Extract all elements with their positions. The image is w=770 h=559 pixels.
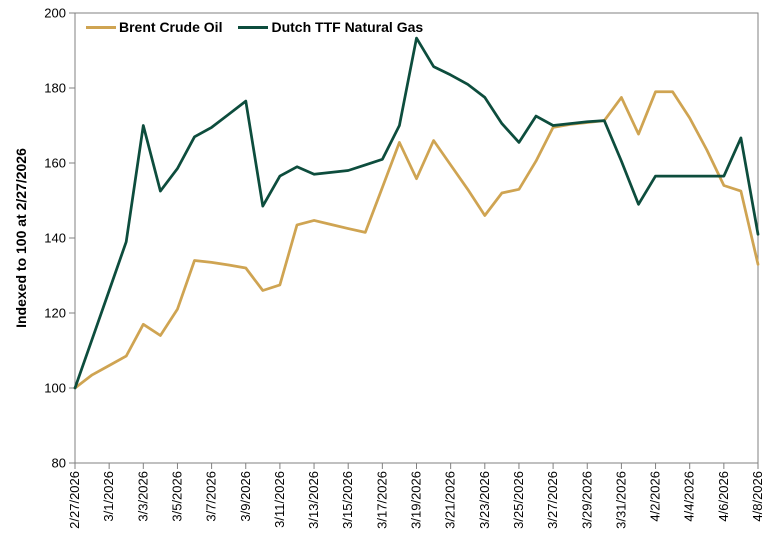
- x-tick-label: 2/27/2026: [67, 471, 82, 529]
- x-tick-label: 3/7/2026: [204, 471, 219, 522]
- y-axis-title: Indexed to 100 at 2/27/2026: [13, 148, 29, 328]
- x-tick-label: 3/17/2026: [374, 471, 389, 529]
- dutch-ttf-natural-gas-line-swatch: [238, 25, 269, 29]
- x-tick-label: 3/5/2026: [169, 471, 184, 522]
- legend-label-dutch-ttf-natural-gas: Dutch TTF Natural Gas: [271, 19, 424, 35]
- x-tick-label: 3/27/2026: [545, 471, 560, 529]
- x-tick-label: 4/8/2026: [750, 471, 765, 522]
- brent-crude-oil-line-swatch: [86, 25, 116, 29]
- y-tick-label: 200: [44, 6, 66, 21]
- x-tick-label: 3/19/2026: [409, 471, 424, 529]
- x-tick-label: 3/11/2026: [272, 471, 287, 528]
- x-tick-label: 3/13/2026: [306, 471, 321, 529]
- y-tick-label: 120: [44, 306, 66, 321]
- y-tick-label: 180: [44, 81, 66, 96]
- legend-item-dutch-ttf-natural-gas: Dutch TTF Natural Gas: [238, 19, 423, 35]
- x-tick-label: 4/2/2026: [648, 471, 663, 522]
- x-tick-label: 3/21/2026: [443, 471, 458, 529]
- series-line-brent-crude-oil: [73, 90, 760, 390]
- x-tick-label: 3/29/2026: [579, 471, 594, 529]
- y-tick-label: 80: [52, 456, 66, 471]
- x-tick-label: 4/6/2026: [716, 471, 731, 522]
- x-tick-label: 3/31/2026: [613, 471, 628, 529]
- legend-item-brent-crude-oil: Brent Crude Oil: [86, 19, 222, 35]
- y-tick-label: 140: [44, 231, 66, 246]
- legend: Brent Crude Oil Dutch TTF Natural Gas: [86, 19, 423, 35]
- series-line-dutch-ttf-natural-gas: [73, 36, 760, 390]
- x-tick-label: 3/9/2026: [238, 471, 253, 522]
- x-tick-label: 3/3/2026: [135, 471, 150, 522]
- x-tick-label: 3/25/2026: [511, 471, 526, 529]
- plot-border: [74, 12, 759, 464]
- y-tick-label: 100: [44, 381, 66, 396]
- x-tick-label: 3/15/2026: [340, 471, 355, 529]
- x-tick-label: 3/23/2026: [477, 471, 492, 529]
- x-tick-label: 3/1/2026: [101, 471, 116, 522]
- x-tick-label: 4/4/2026: [682, 471, 697, 522]
- legend-label-brent-crude-oil: Brent Crude Oil: [119, 19, 223, 35]
- y-tick-label: 160: [44, 156, 66, 171]
